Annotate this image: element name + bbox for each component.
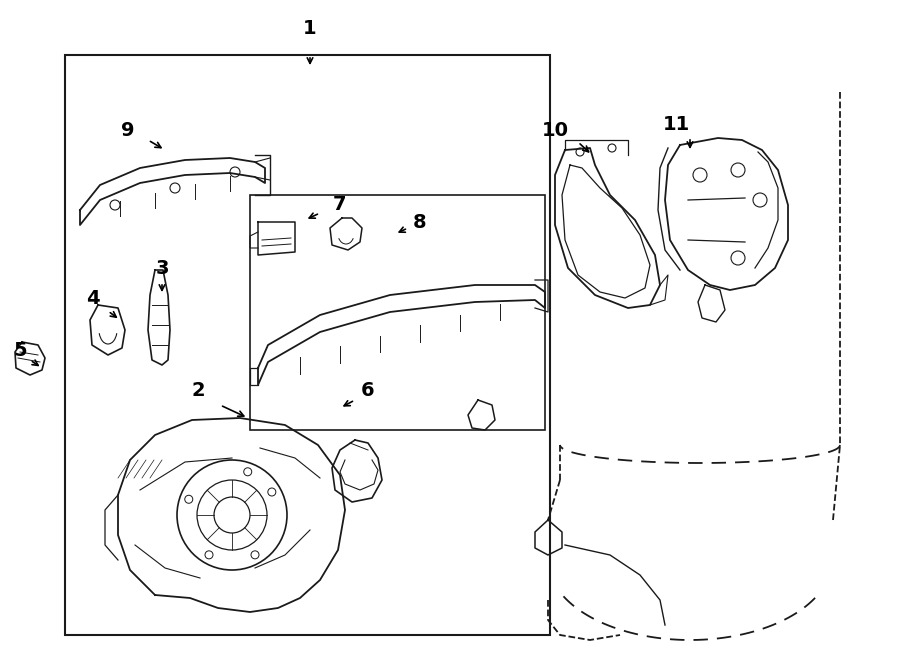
Text: 3: 3 (155, 258, 169, 278)
Text: 6: 6 (361, 381, 374, 399)
Text: 1: 1 (303, 19, 317, 38)
Text: 7: 7 (333, 196, 346, 215)
Text: 4: 4 (86, 288, 100, 307)
Text: 5: 5 (14, 340, 27, 360)
Text: 10: 10 (542, 120, 569, 139)
Text: 9: 9 (122, 120, 135, 139)
Text: 8: 8 (413, 212, 427, 231)
Text: 11: 11 (662, 116, 689, 134)
Text: 2: 2 (191, 381, 205, 399)
Bar (250, 195, 545, 430)
Bar (65, 55, 550, 635)
